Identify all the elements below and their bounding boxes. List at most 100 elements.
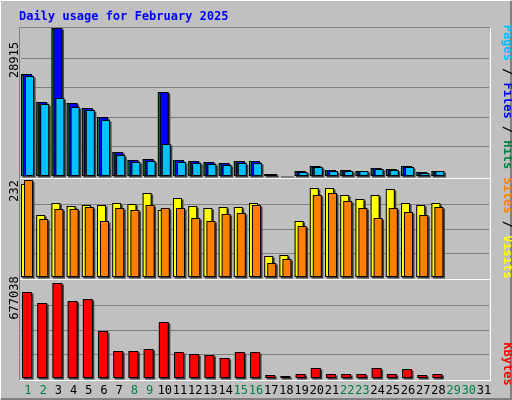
- bar-kbytes-day-4: [67, 301, 78, 378]
- bar-pages-day-8: [131, 162, 141, 176]
- bar-kbytes-day-14: [219, 358, 230, 378]
- bar-pages-day-22: [344, 171, 354, 176]
- bar-kbytes-day-16: [250, 352, 260, 378]
- bar-kbytes-day-17: [265, 375, 276, 378]
- bar-sites-day-2: [39, 219, 49, 277]
- bar-sites-day-7: [115, 208, 125, 277]
- bar-sites-day-27: [419, 215, 429, 277]
- bar-sites-day-14: [221, 214, 231, 277]
- legend-kbytes: KBytes: [501, 342, 512, 385]
- bar-sites-day-20: [312, 195, 322, 277]
- bar-kbytes-day-18: [280, 376, 291, 378]
- bar-pages-day-20: [313, 167, 323, 176]
- bar-sites-day-12: [191, 218, 201, 277]
- bar-sites-day-21: [328, 193, 337, 277]
- legend-visits-panel: Sites / Visits: [501, 177, 512, 278]
- bar-sites-day-22: [343, 201, 353, 277]
- x-tick-label: 10: [158, 383, 172, 397]
- x-tick-label: 7: [116, 383, 123, 397]
- x-tick-label: 11: [173, 383, 187, 397]
- bar-pages-day-4: [70, 107, 80, 176]
- bar-sites-day-15: [236, 213, 246, 277]
- legend-sites: Sites: [501, 177, 512, 213]
- legend-visits: Visits: [501, 235, 512, 278]
- bar-pages-day-16: [253, 163, 262, 176]
- legend-hits: Hits: [501, 140, 512, 169]
- bar-sites-day-6: [100, 221, 109, 277]
- bar-kbytes-day-27: [417, 375, 428, 378]
- bar-sites-day-16: [252, 205, 261, 277]
- bar-sites-day-24: [373, 218, 383, 277]
- ymax-label-visits: 232: [7, 180, 21, 202]
- bar-sites-day-4: [69, 209, 79, 277]
- legend-files: Files: [501, 83, 512, 119]
- x-tick-label: 15: [234, 383, 248, 397]
- bar-pages-day-26: [405, 167, 414, 176]
- bar-shadow: [284, 176, 294, 178]
- bar-pages-day-17: [268, 174, 278, 176]
- bar-pages-day-25: [389, 170, 399, 176]
- bar-pages-day-23: [359, 171, 369, 176]
- bar-pages-day-6: [101, 120, 110, 176]
- bar-kbytes-day-12: [189, 354, 200, 378]
- x-tick-label: 31: [477, 383, 491, 397]
- bar-kbytes-day-25: [386, 374, 397, 378]
- x-tick-label: 3: [55, 383, 62, 397]
- bar-sites-day-23: [358, 208, 368, 277]
- x-tick-label: 20: [310, 383, 324, 397]
- ymax-label-kbytes: 677038: [7, 276, 21, 319]
- bar-kbytes-day-20: [310, 368, 321, 378]
- x-tick-label: 9: [146, 383, 153, 397]
- bar-sites-day-13: [206, 221, 216, 277]
- x-axis-labels: 1 2 3 4 5 6 7 8 9 10 11 12 13 14 15 16 17 18 19 20 21 22 23 24 2…: [24, 383, 491, 397]
- bar-kbytes-day-15: [234, 352, 245, 378]
- legend-sep-1: /: [501, 61, 512, 83]
- bar-kbytes-day-21: [326, 374, 336, 378]
- bar-kbytes-day-1: [22, 292, 32, 378]
- bar-pages-day-19: [298, 172, 308, 176]
- bar-kbytes-day-3: [52, 283, 63, 378]
- x-tick-label: 2: [40, 383, 47, 397]
- bar-kbytes-day-2: [37, 303, 48, 378]
- x-tick-label: 19: [294, 383, 308, 397]
- bar-pages-day-14: [222, 165, 232, 176]
- x-tick-label: 16: [249, 383, 263, 397]
- bar-kbytes-day-10: [158, 322, 169, 378]
- x-tick-label: 17: [264, 383, 278, 397]
- bar-sites-day-17: [267, 263, 277, 277]
- bar-kbytes-day-7: [113, 351, 124, 378]
- bar-pages-day-7: [116, 155, 126, 176]
- bar-kbytes-day-8: [128, 351, 139, 378]
- x-tick-label: 28: [431, 383, 445, 397]
- chart-title: Daily usage for February 2025: [19, 9, 229, 23]
- x-tick-label: 29: [446, 383, 460, 397]
- x-tick-label: 21: [325, 383, 339, 397]
- bar-pages-day-28: [435, 171, 445, 176]
- bar-pages-day-13: [207, 164, 217, 176]
- bar-kbytes-day-6: [98, 331, 108, 378]
- bar-kbytes-day-5: [82, 299, 93, 378]
- bar-sites-day-25: [388, 208, 398, 277]
- bar-sites-day-1: [24, 180, 33, 277]
- bar-kbytes-day-11: [174, 352, 184, 378]
- bar-sites-day-5: [84, 207, 94, 277]
- bar-pages-day-2: [40, 104, 50, 176]
- bar-sites-day-18: [282, 259, 292, 277]
- x-tick-label: 12: [188, 383, 202, 397]
- bar-pages-day-12: [192, 163, 202, 176]
- x-tick-label: 27: [416, 383, 430, 397]
- legend-sep-2: /: [501, 119, 512, 141]
- x-tick-label: 4: [70, 383, 77, 397]
- bar-kbytes-day-24: [371, 368, 382, 378]
- bar-sites-day-9: [145, 205, 155, 277]
- legend-hits-panel: Pages / Files / Hits: [501, 25, 512, 170]
- bar-sites-day-10: [160, 208, 170, 277]
- bar-sites-day-3: [54, 209, 64, 277]
- ymax-label-hits: 28915: [7, 42, 21, 78]
- x-tick-label: 14: [218, 383, 232, 397]
- bar-sites-day-26: [404, 212, 413, 277]
- bar-pages-day-1: [25, 76, 34, 176]
- x-tick-label: 6: [100, 383, 107, 397]
- legend-pages: Pages: [501, 25, 512, 61]
